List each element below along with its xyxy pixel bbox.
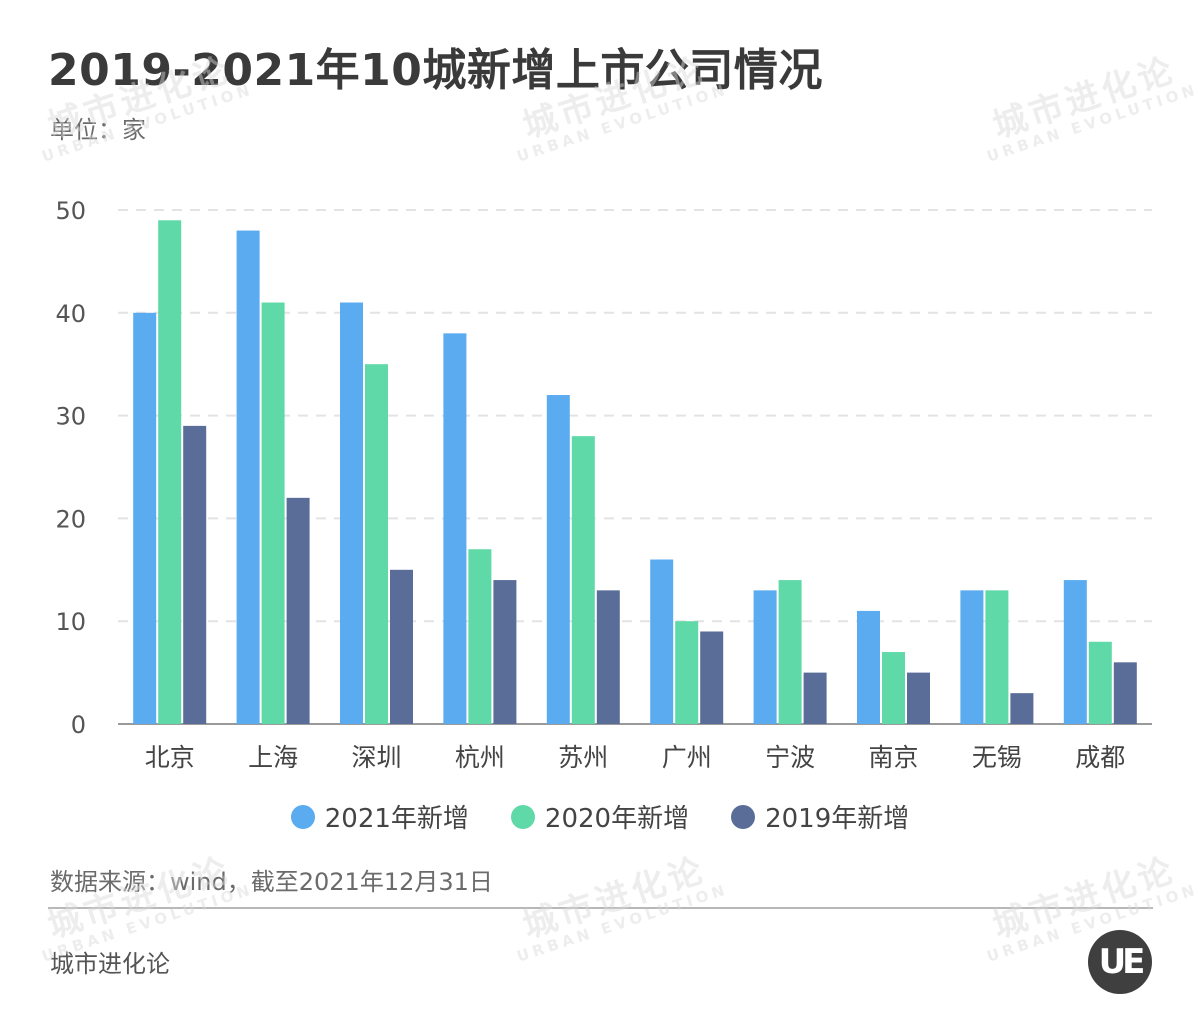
footer-divider	[48, 907, 1153, 909]
brand-name: 城市进化论	[50, 950, 170, 978]
y-tick-label: 40	[55, 300, 86, 328]
legend-label: 2021年新增	[324, 804, 469, 834]
bar	[1088, 641, 1112, 724]
bar	[1113, 662, 1137, 724]
x-tick-label: 上海	[248, 743, 298, 772]
bar	[596, 590, 620, 724]
legend-label: 2020年新增	[544, 804, 690, 834]
bar	[286, 497, 310, 724]
x-tick-label: 成都	[1075, 743, 1125, 772]
y-tick-label: 0	[71, 711, 86, 739]
bar	[907, 672, 930, 724]
bar	[778, 580, 802, 724]
legend-item: 2021年新增	[290, 798, 469, 835]
x-tick-label: 北京	[145, 743, 195, 772]
watermark: 城市进化论 URBAN EVOLUTION	[514, 849, 731, 966]
x-tick-label: 苏州	[558, 743, 608, 772]
bar	[158, 220, 182, 724]
unit-label: 单位：家	[50, 116, 146, 144]
x-tick-label: 宁波	[765, 743, 815, 772]
bar	[882, 652, 905, 724]
bar	[468, 549, 492, 724]
bar	[183, 425, 207, 724]
bar	[803, 672, 827, 724]
bar	[390, 569, 413, 724]
bar	[960, 590, 984, 724]
brand-logo: UE	[1088, 930, 1152, 994]
legend-swatch	[731, 804, 756, 829]
watermark: 城市进化论 URBAN EVOLUTION	[984, 849, 1200, 966]
bar-chart: 0 10 20 30 40 50 北京 上海 深圳 杭州 苏州 广州 宁波 南京 无锡 成都	[55, 197, 1152, 772]
bar	[546, 395, 570, 724]
bar	[700, 631, 724, 724]
chart-title: 2019-2021年10城新增上市公司情况	[48, 45, 823, 96]
y-tick-label: 30	[55, 403, 86, 431]
bar	[1063, 580, 1087, 724]
x-tick-label: 南京	[868, 743, 918, 772]
bar	[493, 580, 517, 724]
bar	[857, 610, 880, 724]
y-tick-label: 50	[55, 197, 86, 225]
bar	[985, 590, 1009, 724]
legend: 2021年新增 2020年新增 2019年新增	[0, 798, 1200, 835]
legend-label: 2019年新增	[765, 804, 910, 834]
bar	[133, 312, 157, 724]
y-tick-label: 20	[55, 505, 86, 533]
bar	[236, 230, 260, 724]
legend-swatch	[290, 804, 315, 829]
bar	[340, 302, 363, 724]
x-tick-label: 深圳	[351, 743, 401, 772]
bar	[753, 590, 777, 724]
bar	[261, 302, 285, 724]
x-tick-label: 无锡	[972, 743, 1022, 772]
y-tick-label: 10	[55, 608, 86, 636]
legend-swatch	[510, 804, 535, 829]
bar	[650, 559, 674, 724]
legend-item: 2020年新增	[510, 798, 690, 835]
legend-item: 2019年新增	[731, 798, 909, 835]
x-tick-label: 杭州	[455, 743, 505, 772]
bar	[443, 333, 467, 724]
bar	[571, 436, 595, 724]
x-tick-label: 广州	[662, 743, 712, 772]
bar	[1010, 693, 1034, 724]
source-note: 数据来源：wind，截至2021年12月31日	[50, 868, 493, 896]
bar	[365, 364, 388, 724]
bar	[675, 621, 699, 724]
